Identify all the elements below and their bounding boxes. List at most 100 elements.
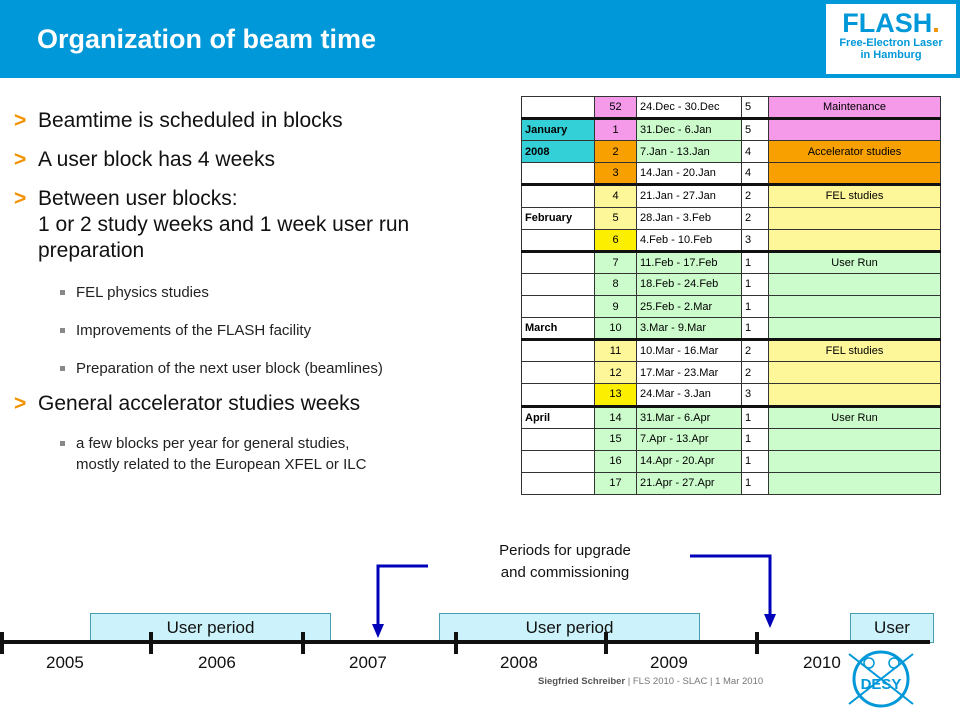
month-cell — [521, 228, 595, 252]
month-cell — [521, 162, 595, 186]
week-cell: 16 — [594, 449, 637, 473]
month-cell — [521, 383, 595, 407]
arrow-left-line — [376, 564, 428, 628]
count-cell: 1 — [741, 317, 769, 341]
week-cell: 4 — [594, 183, 637, 208]
week-cell: 52 — [594, 95, 637, 120]
month-cell: 2008 — [521, 140, 595, 164]
week-cell: 1 — [594, 117, 637, 142]
week-cell: 14 — [594, 404, 637, 429]
count-cell: 2 — [741, 206, 769, 230]
month-cell — [521, 183, 595, 208]
upgrade-note: Periods for upgrade and commissioning — [440, 540, 690, 584]
month-cell: January — [521, 117, 595, 142]
activity-cell — [768, 206, 941, 230]
count-cell: 1 — [741, 471, 769, 496]
arrow-right-head — [764, 614, 776, 628]
schedule-row: 52 24.Dec - 30.Dec 5 Maintenance — [521, 95, 941, 120]
schedule-row: 4 21.Jan - 27.Jan 2 FEL studies — [521, 183, 941, 208]
count-cell: 4 — [741, 140, 769, 164]
week-cell: 6 — [594, 228, 637, 252]
arrow-left-head — [372, 624, 384, 638]
schedule-row: 12 17.Mar - 23.Mar 2 — [521, 361, 941, 385]
sub-bullet-3: Preparation of the next user block (beam… — [14, 358, 519, 379]
dates-cell: 18.Feb - 24.Feb — [636, 272, 742, 296]
week-cell: 13 — [594, 383, 637, 407]
note-line-1: Periods for upgrade — [499, 542, 631, 559]
bullet-2: > A user block has 4 weeks — [14, 148, 275, 171]
year-label: 2006 — [198, 653, 236, 672]
month-cell — [521, 95, 595, 120]
note-line-2: and commissioning — [500, 564, 630, 581]
arrow-right-line — [690, 554, 772, 618]
dates-cell: 14.Apr - 20.Apr — [636, 449, 742, 473]
schedule-row: March 10 3.Mar - 9.Mar 1 — [521, 317, 941, 341]
activity-cell — [768, 449, 941, 473]
activity-cell — [768, 317, 941, 341]
month-cell — [521, 471, 595, 496]
dates-cell: 17.Mar - 23.Mar — [636, 361, 742, 385]
dates-cell: 7.Jan - 13.Jan — [636, 140, 742, 164]
sub-bullet-1: FEL physics studies — [14, 282, 519, 303]
dates-cell: 31.Dec - 6.Jan — [636, 117, 742, 142]
footer: Siegfried Schreiber | FLS 2010 - SLAC | … — [538, 676, 764, 687]
count-cell: 1 — [741, 294, 769, 319]
logo-subtitle-1: Free-Electron Laser — [839, 37, 943, 49]
schedule-row: 15 7.Apr - 13.Apr 1 — [521, 427, 941, 451]
dates-cell: 28.Jan - 3.Feb — [636, 206, 742, 230]
count-cell: 1 — [741, 449, 769, 473]
activity-cell — [768, 117, 941, 142]
count-cell: 2 — [741, 338, 769, 363]
week-cell: 5 — [594, 206, 637, 230]
user-period-1: User period — [90, 613, 331, 643]
count-cell: 1 — [741, 249, 769, 274]
bullet-1: > Beamtime is scheduled in blocks — [14, 109, 343, 132]
week-cell: 17 — [594, 471, 637, 496]
schedule-row: 16 14.Apr - 20.Apr 1 — [521, 449, 941, 473]
schedule-row: 8 18.Feb - 24.Feb 1 — [521, 272, 941, 296]
count-cell: 1 — [741, 404, 769, 429]
month-cell: April — [521, 404, 595, 429]
month-cell — [521, 427, 595, 451]
schedule-row: 2008 2 7.Jan - 13.Jan 4 Accelerator studies — [521, 140, 941, 164]
bullet-4: > General accelerator studies weeks — [14, 392, 361, 415]
count-cell: 2 — [741, 361, 769, 385]
schedule-row: 6 4.Feb - 10.Feb 3 — [521, 228, 941, 252]
dates-cell: 24.Dec - 30.Dec — [636, 95, 742, 120]
month-cell — [521, 294, 595, 319]
year-label: 2007 — [349, 653, 387, 672]
activity-cell: User Run — [768, 249, 941, 274]
week-cell: 9 — [594, 294, 637, 319]
dates-cell: 21.Apr - 27.Apr — [636, 471, 742, 496]
schedule-row: 7 11.Feb - 17.Feb 1 User Run — [521, 249, 941, 274]
flash-logo: FLASH. Free-Electron Laser in Hamburg — [824, 2, 958, 76]
year-label: 2008 — [500, 653, 538, 672]
dates-cell: 14.Jan - 20.Jan — [636, 162, 742, 186]
dates-cell: 21.Jan - 27.Jan — [636, 183, 742, 208]
count-cell: 2 — [741, 183, 769, 208]
schedule-row: 17 21.Apr - 27.Apr 1 — [521, 471, 941, 496]
month-cell: February — [521, 206, 595, 230]
dates-cell: 7.Apr - 13.Apr — [636, 427, 742, 451]
dates-cell: 11.Feb - 17.Feb — [636, 249, 742, 274]
year-label: 2005 — [46, 653, 84, 672]
month-cell — [521, 361, 595, 385]
logo-subtitle-2: in Hamburg — [860, 49, 922, 61]
week-cell: 7 — [594, 249, 637, 274]
dates-cell: 24.Mar - 3.Jan — [636, 383, 742, 407]
bullet-list: > Beamtime is scheduled in blocks > A user… — [14, 108, 519, 492]
bullet-3: > Between user blocks: 1 or 2 study weeks … — [14, 187, 410, 262]
activity-cell — [768, 228, 941, 252]
month-cell: March — [521, 317, 595, 341]
month-cell — [521, 272, 595, 296]
activity-cell: Maintenance — [768, 95, 941, 120]
schedule-row: 3 14.Jan - 20.Jan 4 — [521, 162, 941, 186]
count-cell: 1 — [741, 272, 769, 296]
dates-cell: 4.Feb - 10.Feb — [636, 228, 742, 252]
week-cell: 8 — [594, 272, 637, 296]
week-cell: 11 — [594, 338, 637, 363]
activity-cell: User Run — [768, 404, 941, 429]
logo-word: FLASH. — [842, 8, 940, 38]
header-bar: Organization of beam time FLASH. Free-El… — [0, 0, 960, 78]
dates-cell: 31.Mar - 6.Apr — [636, 404, 742, 429]
